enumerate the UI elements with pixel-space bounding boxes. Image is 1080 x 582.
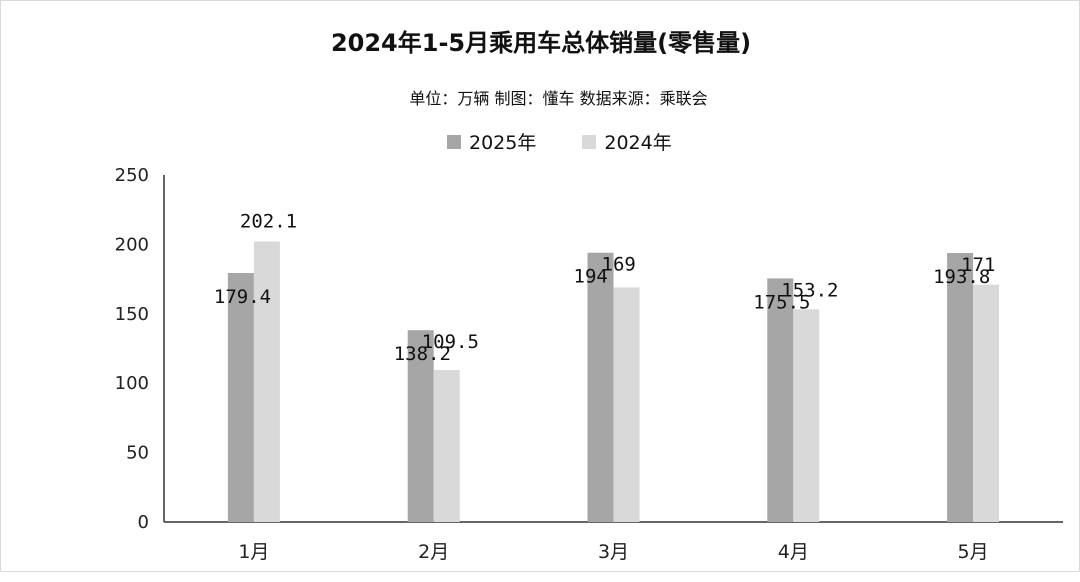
chart-legend: 2025年 2024年 [447,128,718,155]
legend-label-2025: 2025年 [469,132,537,154]
data-label-2025: 175.5 [753,291,810,313]
legend-item-2024: 2024年 [582,128,672,155]
data-label-2025: 179.4 [214,286,271,308]
chart-title: 2024年1-5月乘用车总体销量(零售量) [330,29,752,57]
y-tick-label: 250 [115,165,149,186]
legend-item-2025: 2025年 [447,128,536,155]
x-category-label: 3月 [598,541,629,563]
y-tick-label: 200 [115,234,149,255]
bar-2025 [587,252,614,522]
bar-2025 [767,278,794,522]
y-tick-label: 100 [115,373,149,394]
bar-2025 [407,330,434,522]
data-label-2024: 171 [961,254,995,276]
legend-label-2024: 2024年 [604,132,672,154]
x-category-label: 2月 [418,541,449,563]
y-tick-label: 150 [115,304,149,325]
data-label-2025: 138.2 [394,343,451,365]
x-category-label: 5月 [958,541,989,563]
bar-2024 [973,284,1000,522]
bar-2024 [793,309,820,522]
y-tick-label: 0 [138,512,149,533]
legend-swatch-2024 [582,134,597,149]
data-label-2024: 109.5 [422,331,479,353]
bar-2024 [253,241,280,522]
x-category-label: 1月 [238,541,269,563]
bar-2024 [433,370,460,522]
bar-2025 [227,272,254,522]
data-label-2025: 194 [574,266,608,288]
legend-swatch-2025 [447,134,461,149]
data-label-2024: 202.1 [240,210,297,232]
data-label-2025: 193.8 [933,266,990,288]
x-category-label: 4月 [778,541,809,563]
bar-2024 [613,287,640,522]
bar-2025 [947,253,974,522]
chart-subtitle: 单位：万辆 制图：懂车 数据来源：乘联会 [409,89,708,108]
y-tick-label: 50 [126,443,149,464]
data-label-2024: 169 [602,254,636,276]
data-label-2024: 153.2 [781,279,838,301]
